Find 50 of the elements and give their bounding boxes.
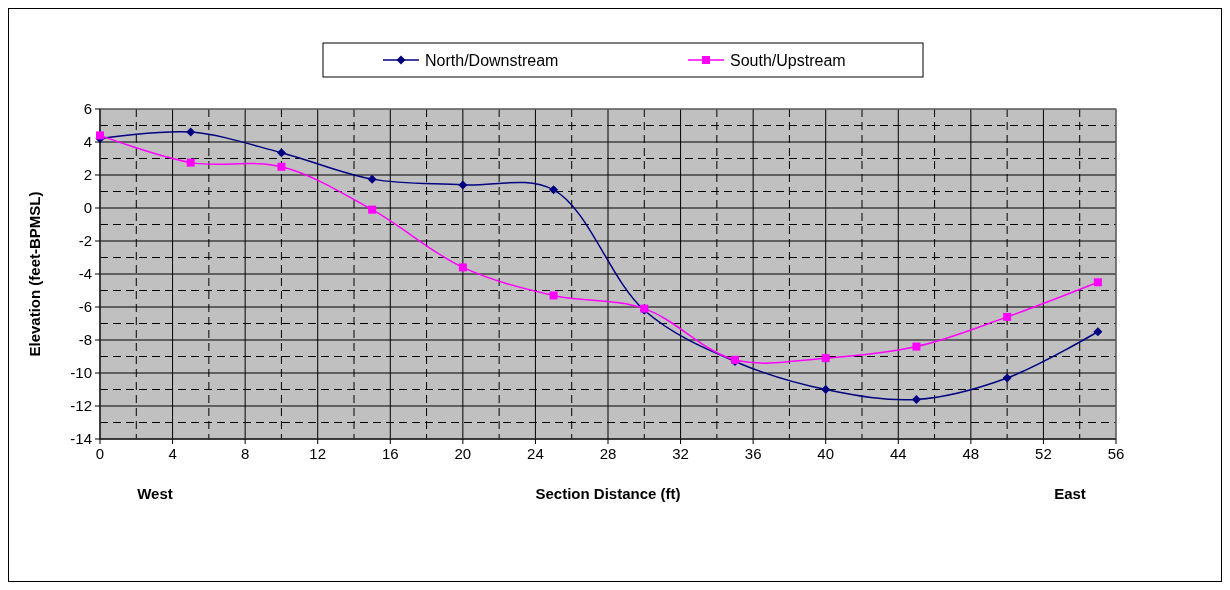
y-tick-label: -4 [78, 265, 92, 283]
point [912, 342, 921, 351]
x-axis-title: Section Distance (ft) [535, 485, 681, 502]
x-tick-label: 36 [744, 445, 762, 462]
point [186, 127, 196, 137]
x-tick-label: 20 [454, 445, 472, 462]
point [458, 180, 468, 190]
x-tick-label: 4 [168, 445, 177, 462]
x-tick-label: 28 [599, 445, 617, 462]
y-tick-label: -12 [70, 397, 92, 415]
x-tick-label: 48 [962, 445, 980, 462]
point [1093, 278, 1102, 287]
point [458, 263, 467, 272]
text: West [137, 485, 173, 502]
y-tick-label: -10 [70, 364, 92, 382]
point [821, 354, 830, 363]
x-tick-label: 44 [889, 445, 907, 462]
legend-label: South/Upstream [730, 51, 846, 69]
point [911, 394, 921, 404]
point [277, 162, 286, 171]
x-tick-label: 56 [1107, 445, 1125, 462]
x-tick-label: 16 [381, 445, 399, 462]
x-tick-label: 0 [95, 445, 105, 462]
x-tick-label: 24 [527, 445, 544, 462]
x-tick-label: 32 [672, 445, 689, 462]
point [186, 158, 195, 167]
point [368, 205, 377, 214]
y-tick-label: -2 [78, 232, 92, 250]
y-tick-label: 6 [83, 100, 92, 118]
point [1093, 327, 1103, 337]
y-tick-label: 4 [83, 133, 92, 151]
y-tick-label: 0 [83, 199, 92, 217]
y-tick-label: -14 [70, 430, 92, 448]
legend-label: North/Downstream [425, 51, 559, 69]
point [367, 174, 377, 184]
point [821, 385, 831, 394]
y-tick-label: 2 [83, 166, 92, 184]
y-tick-label: -8 [78, 331, 92, 349]
x-tick-label: 40 [817, 445, 835, 462]
text: East [1054, 485, 1086, 502]
x-tick-label: 12 [309, 445, 327, 462]
point [549, 291, 558, 300]
x-tick-label: 52 [1035, 445, 1052, 462]
point [549, 185, 559, 195]
point [276, 148, 286, 158]
y-tick-label: -6 [78, 298, 92, 316]
point [1002, 373, 1012, 383]
y-axis-title: Elevation (feet-BPMSL) [26, 191, 43, 357]
x-tick-label: 8 [240, 445, 250, 462]
point [1003, 312, 1012, 321]
